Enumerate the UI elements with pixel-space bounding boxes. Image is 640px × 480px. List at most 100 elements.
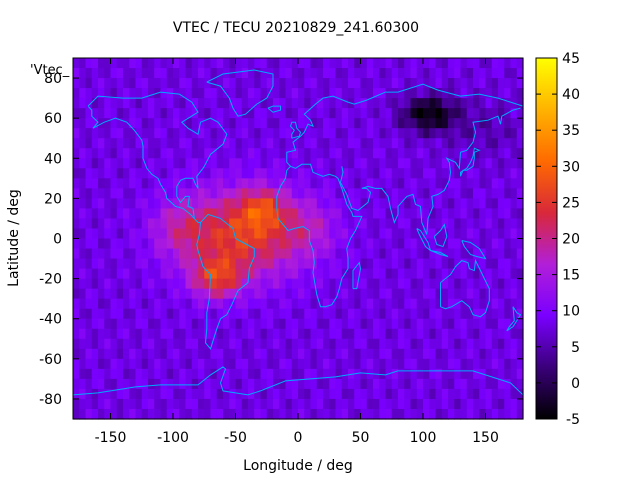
heatmap-cell — [110, 178, 118, 189]
heatmap-cell — [235, 328, 243, 340]
heatmap-cell — [373, 328, 380, 340]
heatmap-cell — [516, 238, 524, 250]
heatmap-cell — [73, 238, 80, 250]
heatmap-cell — [73, 138, 80, 149]
heatmap-cell — [148, 228, 155, 240]
heatmap-cell — [460, 108, 468, 119]
heatmap-cell — [210, 78, 218, 89]
heatmap-cell — [191, 288, 199, 300]
heatmap-cell — [273, 398, 280, 410]
heatmap-cell — [248, 108, 255, 119]
y-tick-label: -20 — [39, 272, 62, 288]
heatmap-cell — [91, 388, 99, 400]
heatmap-cell — [341, 238, 349, 250]
heatmap-cell — [304, 188, 312, 199]
heatmap-cell — [116, 168, 124, 179]
heatmap-cell — [160, 98, 168, 109]
heatmap-cell — [216, 258, 224, 270]
heatmap-cell — [373, 98, 380, 109]
heatmap-cell — [423, 338, 430, 350]
heatmap-cell — [385, 138, 393, 149]
heatmap-cell — [316, 148, 324, 159]
heatmap-cell — [485, 68, 493, 79]
heatmap-cell — [466, 218, 474, 230]
heatmap-cell — [110, 108, 118, 119]
heatmap-cell — [335, 188, 343, 199]
heatmap-cell — [316, 368, 324, 380]
heatmap-cell — [154, 358, 162, 370]
heatmap-cell — [416, 128, 424, 139]
heatmap-cell — [210, 88, 218, 99]
heatmap-cell — [329, 218, 337, 230]
heatmap-cell — [429, 68, 437, 79]
heatmap-cell — [235, 268, 243, 280]
heatmap-cell — [348, 168, 355, 179]
heatmap-cell — [323, 298, 330, 310]
heatmap-cell — [210, 358, 218, 370]
heatmap-cell — [135, 148, 143, 159]
heatmap-cell — [223, 188, 230, 199]
heatmap-cell — [423, 298, 430, 310]
heatmap-cell — [435, 398, 443, 410]
heatmap-cell — [204, 88, 212, 99]
heatmap-cell — [285, 368, 293, 380]
heatmap-cell — [210, 238, 218, 250]
heatmap-cell — [123, 238, 130, 250]
heatmap-cell — [448, 168, 455, 179]
heatmap-cell — [91, 268, 99, 280]
heatmap-cell — [216, 218, 224, 230]
heatmap-cell — [448, 148, 455, 159]
heatmap-cell — [279, 198, 287, 210]
heatmap-cell — [298, 198, 305, 210]
heatmap-cell — [310, 408, 318, 420]
heatmap-cell — [91, 118, 99, 129]
heatmap-cell — [373, 78, 380, 89]
heatmap-cell — [441, 348, 449, 360]
heatmap-cell — [310, 208, 318, 220]
heatmap-cell — [466, 238, 474, 250]
heatmap-cell — [491, 58, 499, 69]
heatmap-cell — [273, 68, 280, 79]
heatmap-cell — [104, 108, 112, 119]
heatmap-cell — [135, 98, 143, 109]
heatmap-cell — [148, 328, 155, 340]
heatmap-cell — [329, 338, 337, 350]
heatmap-cell — [104, 308, 112, 320]
heatmap-cell — [454, 118, 462, 129]
heatmap-cell — [123, 188, 130, 199]
heatmap-cell — [373, 268, 380, 280]
heatmap-cell — [216, 198, 224, 210]
heatmap-cell — [104, 268, 112, 280]
heatmap-cell — [498, 258, 505, 270]
heatmap-cell — [298, 128, 305, 139]
heatmap-cell — [435, 88, 443, 99]
heatmap-cell — [460, 308, 468, 320]
heatmap-cell — [316, 138, 324, 149]
heatmap-cell — [160, 288, 168, 300]
heatmap-cell — [260, 218, 268, 230]
heatmap-cell — [241, 278, 249, 290]
heatmap-cell — [348, 158, 355, 169]
heatmap-cell — [373, 68, 380, 79]
heatmap-cell — [141, 138, 149, 149]
heatmap-cell — [185, 298, 193, 310]
heatmap-cell — [398, 338, 405, 350]
heatmap-cell — [266, 338, 274, 350]
heatmap-cell — [216, 368, 224, 380]
heatmap-cell — [466, 188, 474, 199]
heatmap-cell — [154, 388, 162, 400]
heatmap-cell — [391, 268, 399, 280]
heatmap-cell — [110, 98, 118, 109]
heatmap-cell — [479, 138, 487, 149]
heatmap-cell — [298, 78, 305, 89]
heatmap-cell — [73, 278, 80, 290]
heatmap-cell — [504, 58, 512, 69]
heatmap-cell — [498, 288, 505, 300]
heatmap-cell — [260, 178, 268, 189]
heatmap-cell — [304, 208, 312, 220]
heatmap-cell — [179, 238, 187, 250]
heatmap-cell — [510, 118, 518, 129]
heatmap-cell — [123, 248, 130, 260]
heatmap-cell — [516, 168, 524, 179]
heatmap-cell — [185, 238, 193, 250]
